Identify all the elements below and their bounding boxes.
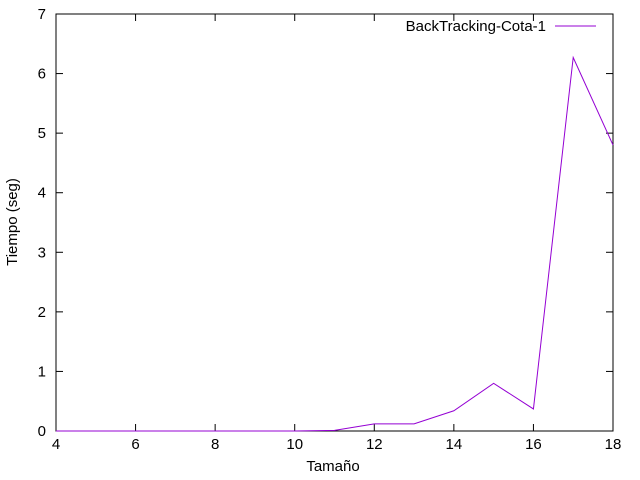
y-tick-label: 6 bbox=[38, 66, 46, 83]
y-tick-label: 0 bbox=[38, 423, 46, 440]
x-tick-label: 8 bbox=[211, 436, 219, 453]
plot-frame bbox=[55, 13, 614, 432]
legend-label: BackTracking-Cota-1 bbox=[406, 18, 546, 35]
y-tick-label: 7 bbox=[38, 6, 46, 23]
x-tick-label: 12 bbox=[366, 436, 383, 453]
y-tick-label: 5 bbox=[38, 125, 46, 142]
x-tick-label: 18 bbox=[605, 436, 622, 453]
y-tick-label: 3 bbox=[38, 244, 46, 261]
y-tick-label: 2 bbox=[38, 304, 46, 321]
x-tick-label: 10 bbox=[286, 436, 303, 453]
x-tick-label: 14 bbox=[446, 436, 463, 453]
series-group bbox=[56, 55, 614, 432]
series-line-0 bbox=[56, 55, 614, 432]
legend: BackTracking-Cota-1 bbox=[406, 18, 596, 35]
x-tick-label: 4 bbox=[52, 436, 60, 453]
y-tick-label: 1 bbox=[38, 363, 46, 380]
y-axis-label: Tiempo (seg) bbox=[4, 178, 21, 266]
x-axis-label: Tamaño bbox=[306, 458, 359, 475]
x-tick-label: 6 bbox=[131, 436, 139, 453]
y-tick-label: 4 bbox=[38, 185, 46, 202]
x-tick-label: 16 bbox=[525, 436, 542, 453]
